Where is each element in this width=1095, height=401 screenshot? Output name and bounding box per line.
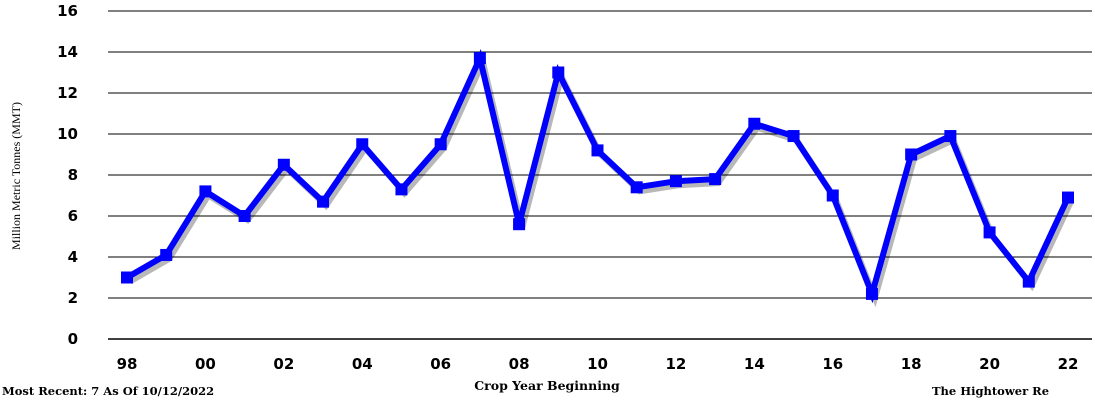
x-tick-label-12: 12 xyxy=(665,355,686,373)
x-tick-label-22: 22 xyxy=(1058,355,1079,373)
data-point-2019 xyxy=(944,130,957,143)
y-axis-tick-labels: 0 2 4 6 8 10 12 14 16 xyxy=(57,2,78,348)
data-point-2016 xyxy=(826,189,839,202)
data-point-2015 xyxy=(787,130,800,143)
data-point-2006 xyxy=(434,138,447,151)
y-tick-label-12: 12 xyxy=(57,84,78,102)
data-point-1999 xyxy=(160,248,173,261)
y-tick-label-6: 6 xyxy=(68,207,78,225)
x-tick-label-10: 10 xyxy=(587,355,608,373)
y-tick-label-10: 10 xyxy=(57,125,78,143)
data-point-2003 xyxy=(317,195,330,208)
data-point-2011 xyxy=(630,181,643,194)
x-tick-label-16: 16 xyxy=(822,355,843,373)
data-point-2009 xyxy=(552,66,565,79)
data-point-2002 xyxy=(277,158,290,171)
data-point-2018 xyxy=(905,148,918,161)
x-axis-tick-labels: 98 00 02 04 06 08 10 12 14 16 18 20 22 xyxy=(117,355,1079,373)
data-point-2004 xyxy=(356,138,369,151)
footer-source: The Hightower Re xyxy=(932,384,1049,398)
y-axis-label: Million Metric Tonnes (MMT) xyxy=(9,102,23,250)
series-line-0 xyxy=(125,48,1071,304)
x-tick-label-14: 14 xyxy=(744,355,765,373)
x-tick-label-98: 98 xyxy=(117,355,138,373)
data-point-2000 xyxy=(199,185,212,198)
data-series xyxy=(121,48,1074,308)
x-tick-label-06: 06 xyxy=(430,355,451,373)
x-tick-label-08: 08 xyxy=(509,355,530,373)
data-point-2001 xyxy=(238,210,251,222)
x-tick-label-00: 00 xyxy=(195,355,216,373)
data-point-2013 xyxy=(709,173,722,186)
data-point-2014 xyxy=(748,117,761,130)
data-point-2007 xyxy=(473,52,486,65)
x-tick-label-18: 18 xyxy=(901,355,922,373)
data-point-2005 xyxy=(395,183,408,196)
data-point-2022 xyxy=(1062,191,1074,204)
data-point-2008 xyxy=(513,218,526,231)
data-point-2021 xyxy=(1022,275,1035,288)
y-tick-label-4: 4 xyxy=(68,248,78,266)
y-tick-label-2: 2 xyxy=(68,289,78,307)
data-point-1998 xyxy=(121,271,133,284)
x-axis-label: Crop Year Beginning xyxy=(474,378,620,393)
y-tick-label-14: 14 xyxy=(57,43,78,61)
x-tick-label-04: 04 xyxy=(352,355,373,373)
x-tick-label-20: 20 xyxy=(979,355,1000,373)
data-point-2010 xyxy=(591,144,604,157)
grid-lines xyxy=(108,10,1092,340)
data-point-2020 xyxy=(983,226,996,239)
y-tick-label-8: 8 xyxy=(68,166,78,184)
data-point-2017 xyxy=(865,287,878,300)
footer-most-recent: Most Recent: 7 As Of 10/12/2022 xyxy=(2,384,214,398)
data-point-2012 xyxy=(669,175,682,188)
y-tick-label-16: 16 xyxy=(57,2,78,20)
y-tick-label-0: 0 xyxy=(68,330,78,348)
x-tick-label-02: 02 xyxy=(273,355,294,373)
